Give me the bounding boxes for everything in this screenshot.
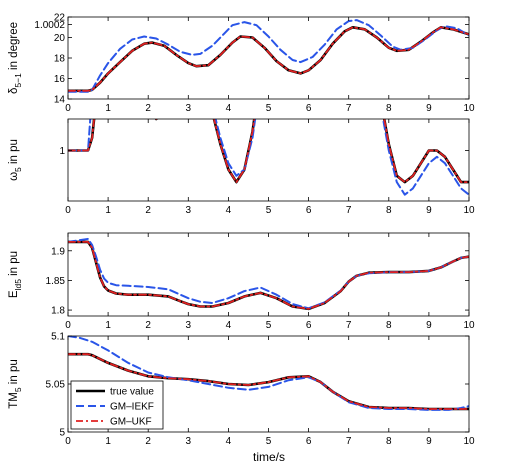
x-tick-label: 2 xyxy=(145,436,151,447)
legend-label: true value xyxy=(110,387,154,398)
legend-label: GM–UKF xyxy=(110,417,152,428)
x-tick-label: 5 xyxy=(266,103,272,114)
x-tick-label: 3 xyxy=(186,103,192,114)
x-tick-label: 1 xyxy=(105,436,111,447)
y-tick-label: 1.8 xyxy=(51,306,65,317)
series-group xyxy=(68,237,469,311)
x-tick-label: 0 xyxy=(65,436,71,447)
series-line-gm-iekf xyxy=(68,119,469,196)
x-tick-label: 8 xyxy=(386,103,392,114)
y-tick-label: 1.0002 xyxy=(34,20,65,31)
series-group xyxy=(68,119,469,196)
x-tick-label: 2 xyxy=(145,320,151,331)
x-tick-label: 10 xyxy=(463,436,475,447)
x-tick-label: 7 xyxy=(346,320,352,331)
x-tick-label: 10 xyxy=(463,320,475,331)
panel-4: 0 1 2 3 4 5 6 7 8 9 10 5 5.05 5.1 TM5 in pu xyxy=(8,332,475,448)
x-tick-label: 0 xyxy=(65,320,71,331)
x-tick-label: 2 xyxy=(145,205,151,216)
series-line-gm-ukf xyxy=(68,353,469,410)
y-axis-label: ω5 in pu xyxy=(8,139,23,181)
y-tick-label: 18 xyxy=(54,54,66,65)
x-tick-label: 5 xyxy=(266,205,272,216)
legend-label: GM–IEKF xyxy=(110,402,154,413)
panel-3: 0 1 2 3 4 5 6 7 8 9 10 1.8 1.85 1.9 Eld5 in pu xyxy=(8,232,475,331)
y-axis-label: δ5−1 in degree xyxy=(8,22,23,94)
y-tick-label: 5 xyxy=(59,428,65,439)
x-tick-label: 9 xyxy=(426,436,432,447)
x-tick-label: 3 xyxy=(186,205,192,216)
series-line-gm-iekf xyxy=(68,336,469,411)
y-tick-label: 22 xyxy=(54,13,66,24)
y-axis-label: Eld5 in pu xyxy=(8,251,23,298)
x-tick-label: 2 xyxy=(145,103,151,114)
x-tick-label: 0 xyxy=(65,205,71,216)
y-tick-label: 1 xyxy=(59,146,65,157)
x-tick-label: 0 xyxy=(65,103,71,114)
x-tick-label: 6 xyxy=(306,320,312,331)
x-tick-label: 10 xyxy=(463,205,475,216)
x-tick-label: 4 xyxy=(226,205,232,216)
x-tick-label: 1 xyxy=(105,320,111,331)
x-tick-label: 8 xyxy=(386,436,392,447)
x-tick-label: 9 xyxy=(426,205,432,216)
x-tick-label: 4 xyxy=(226,436,232,447)
x-tick-label: 9 xyxy=(426,103,432,114)
x-tick-label: 8 xyxy=(386,205,392,216)
x-tick-label: 1 xyxy=(105,205,111,216)
x-tick-label: 10 xyxy=(463,103,475,114)
x-tick-label: 5 xyxy=(266,436,272,447)
y-tick-label: 5.1 xyxy=(51,332,65,343)
y-tick-label: 5.05 xyxy=(46,380,66,391)
x-tick-label: 9 xyxy=(426,320,432,331)
x-tick-label: 6 xyxy=(306,103,312,114)
x-tick-label: 4 xyxy=(226,320,232,331)
y-tick-label: 14 xyxy=(54,95,66,106)
x-tick-label: 8 xyxy=(386,320,392,331)
x-tick-label: 6 xyxy=(306,436,312,447)
x-tick-label: 7 xyxy=(346,103,352,114)
x-tick-label: 5 xyxy=(266,320,272,331)
x-tick-label: 4 xyxy=(226,103,232,114)
x-tick-label: 3 xyxy=(186,320,192,331)
y-tick-label: 1.9 xyxy=(51,246,65,257)
y-tick-label: 1.85 xyxy=(46,276,66,287)
x-tick-label: 6 xyxy=(306,205,312,216)
y-tick-label: 16 xyxy=(54,74,66,85)
legend: true value GM–IEKF GM–UKF xyxy=(70,380,164,430)
x-tick-label: 7 xyxy=(346,436,352,447)
x-tick-label: 3 xyxy=(186,436,192,447)
x-axis-label: time/s xyxy=(253,450,285,464)
x-tick-label: 7 xyxy=(346,205,352,216)
series-group xyxy=(68,19,469,93)
series-line-gm-ukf xyxy=(68,241,469,310)
panel-1: 0 1 2 3 4 5 6 7 8 9 10 14 16 18 20 22 δ5−1 in degree xyxy=(8,13,475,115)
y-tick-label: 20 xyxy=(54,33,66,44)
x-tick-label: 1 xyxy=(105,103,111,114)
series-line-gm-ukf xyxy=(68,26,469,92)
y-axis-label: TM5 in pu xyxy=(8,359,23,408)
series-line-gm-ukf xyxy=(68,119,469,183)
series-group xyxy=(68,336,469,411)
